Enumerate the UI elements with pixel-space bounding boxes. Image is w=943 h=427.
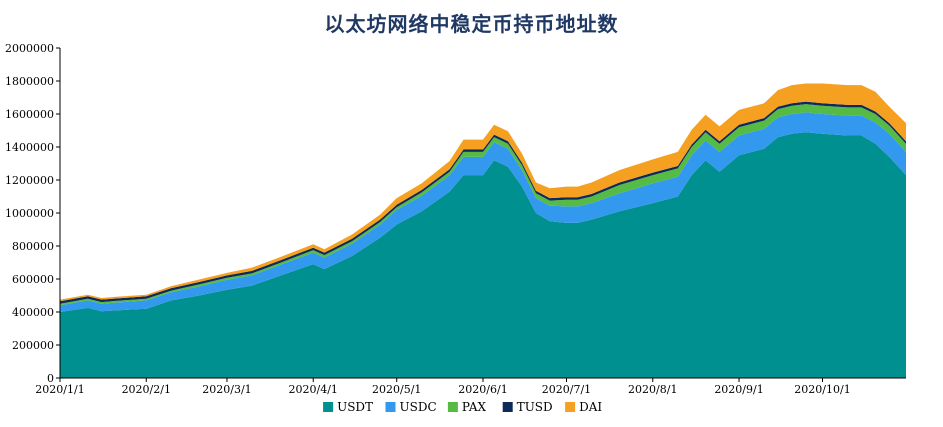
y-tick-label: 1400000 [5, 141, 54, 154]
legend-label-usdt: USDT [337, 400, 373, 414]
x-tick-label: 2020/1/1 [35, 383, 84, 396]
area-layers [60, 83, 906, 378]
x-tick-label: 2020/3/1 [202, 383, 251, 396]
x-tick-label: 2020/8/1 [628, 383, 677, 396]
y-tick-label: 1000000 [5, 207, 54, 220]
legend-label-pax: PAX [462, 400, 487, 414]
x-tick-label: 2020/5/1 [372, 383, 421, 396]
legend-label-dai: DAI [579, 400, 602, 414]
y-tick-label: 800000 [12, 240, 54, 253]
x-tick-label: 2020/7/1 [542, 383, 591, 396]
y-tick-label: 1800000 [5, 75, 54, 88]
y-tick-label: 1600000 [5, 108, 54, 121]
area-usdt [60, 132, 906, 378]
legend-swatch-usdc [385, 402, 396, 412]
x-tick-labels: 2020/1/1 2020/2/1 2020/3/1 2020/4/1 2020/5/1… [35, 383, 850, 396]
x-tick-label: 2020/9/1 [714, 383, 763, 396]
x-tick-label: 2020/2/1 [122, 383, 171, 396]
y-tick-label: 0 [47, 372, 54, 385]
x-tick-label: 2020/10/1 [794, 383, 850, 396]
y-tick-label: 2000000 [5, 42, 54, 55]
legend-label-usdc: USDC [400, 400, 437, 414]
y-tick-labels: 0 200000 400000 600000 800000 1000000 1200000 1… [5, 42, 54, 385]
legend-swatch-pax [447, 402, 458, 412]
legend-swatch-dai [565, 402, 576, 412]
legend: USDT USDC PAX TUSD DAI [323, 400, 602, 414]
y-tick-label: 600000 [12, 273, 54, 286]
y-tick-label: 200000 [12, 339, 54, 352]
legend-swatch-tusd [502, 402, 513, 412]
chart-title: 以太坊网络中稳定币持币地址数 [324, 12, 619, 36]
area-dai [60, 83, 906, 302]
y-tick-label: 400000 [12, 306, 54, 319]
legend-label-tusd: TUSD [517, 400, 553, 414]
legend-swatch-usdt [323, 402, 334, 412]
axes [56, 47, 906, 382]
y-tick-label: 1200000 [5, 174, 54, 187]
x-tick-label: 2020/6/1 [458, 383, 507, 396]
x-tick-label: 2020/4/1 [289, 383, 338, 396]
area-usdc [60, 112, 906, 312]
